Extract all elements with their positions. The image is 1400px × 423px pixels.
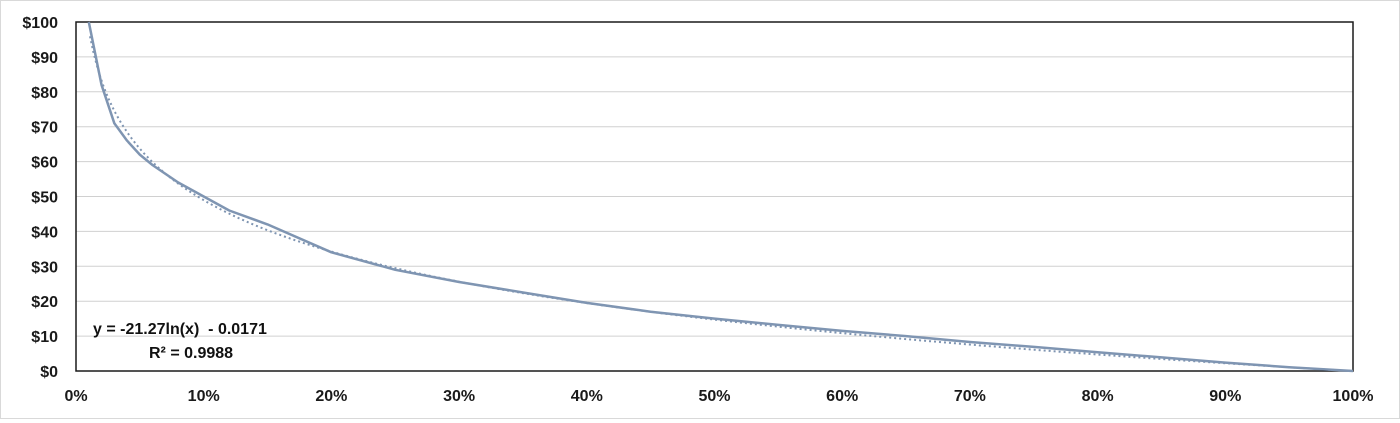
y-tick-label: $40 bbox=[31, 224, 58, 241]
x-tick-label: 10% bbox=[188, 388, 220, 405]
y-axis-ticks: $0 $10 $20 $30 $40 $50 $60 $70 $80 $90 $100 bbox=[22, 15, 58, 381]
series-line bbox=[87, 21, 1354, 373]
x-tick-label: 20% bbox=[315, 388, 347, 405]
x-tick-label: 90% bbox=[1209, 388, 1241, 405]
trendline bbox=[89, 36, 1354, 372]
y-tick-label: $60 bbox=[31, 155, 58, 172]
x-tick-label: 30% bbox=[443, 388, 475, 405]
x-tick-label: 50% bbox=[698, 388, 730, 405]
y-tick-label: $90 bbox=[31, 50, 58, 67]
y-tick-label: $80 bbox=[31, 85, 58, 102]
y-tick-label: $20 bbox=[31, 294, 58, 311]
x-tick-label: 70% bbox=[954, 388, 986, 405]
x-tick-label: 0% bbox=[64, 388, 87, 405]
x-axis-ticks: 0% 10% 20% 30% 40% 50% 60% 70% 80% 90% 100% bbox=[64, 388, 1373, 405]
plot-area-frame bbox=[75, 21, 1354, 372]
x-tick-label: 60% bbox=[826, 388, 858, 405]
y-tick-label: $30 bbox=[31, 259, 58, 276]
y-tick-label: $10 bbox=[31, 329, 58, 346]
gridlines bbox=[76, 56, 1353, 337]
x-tick-label: 100% bbox=[1333, 388, 1374, 405]
trendline-r-squared: R² = 0.9988 bbox=[149, 345, 233, 362]
trendline-equation: y = -21.27ln(x) - 0.0171 bbox=[93, 321, 267, 338]
y-tick-label: $50 bbox=[31, 190, 58, 207]
y-tick-label: $70 bbox=[31, 120, 58, 137]
y-tick-label: $100 bbox=[22, 15, 58, 32]
x-tick-label: 80% bbox=[1082, 388, 1114, 405]
series-group bbox=[87, 21, 1354, 373]
x-tick-label: 40% bbox=[571, 388, 603, 405]
y-tick-label: $0 bbox=[40, 364, 58, 381]
